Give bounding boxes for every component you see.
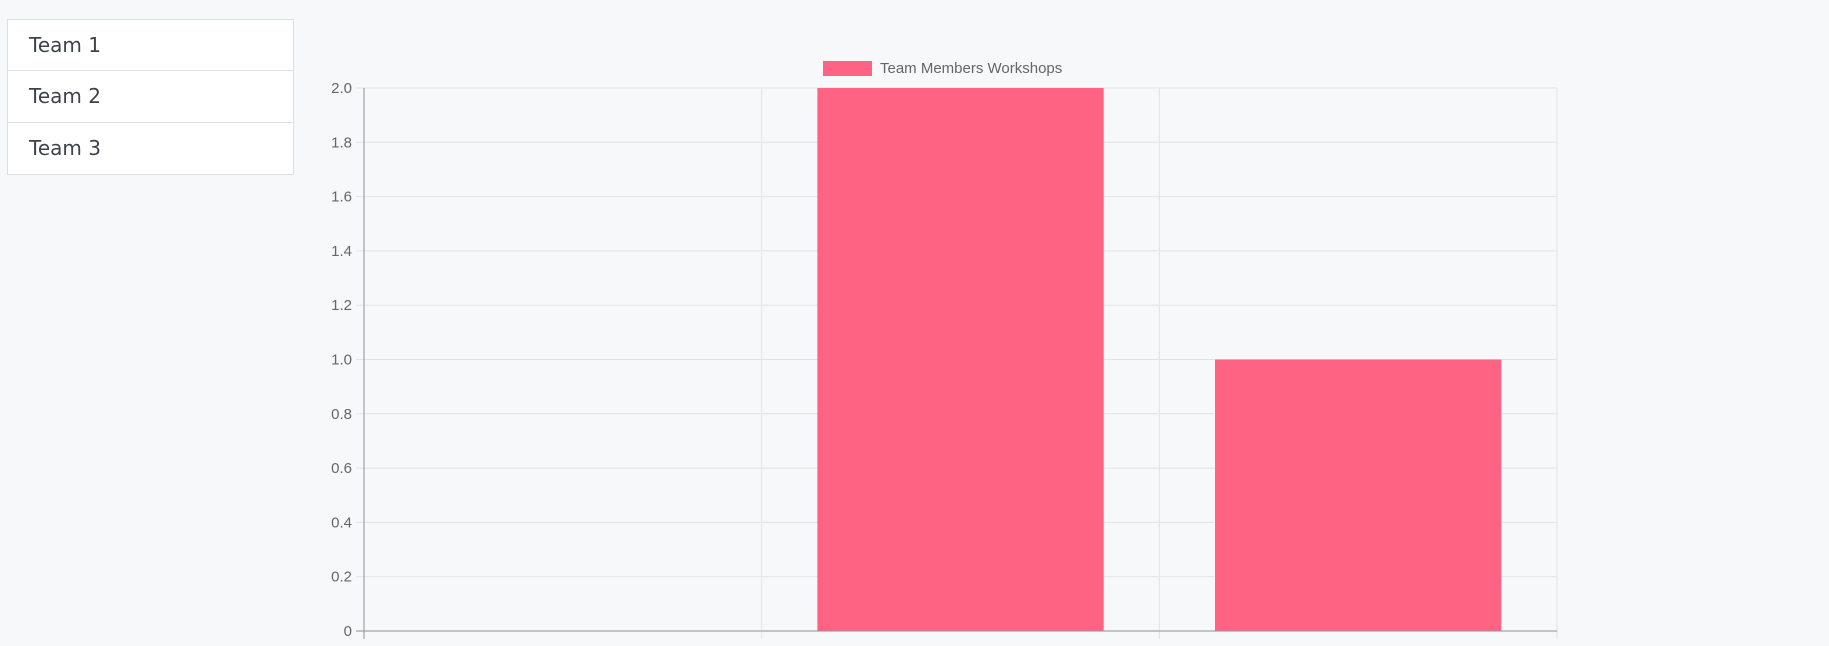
axis-layer <box>356 88 1557 639</box>
legend-label[interactable]: Team Members Workshops <box>880 60 1062 77</box>
y-tick-label: 1.4 <box>331 243 352 260</box>
bar[interactable] <box>1215 359 1502 632</box>
y-tick-label: 2.0 <box>331 80 352 97</box>
bar[interactable] <box>817 88 1104 631</box>
y-tick-label: 0.4 <box>331 514 352 531</box>
y-tick-label: 0 <box>344 623 352 640</box>
y-tick-label: 1.0 <box>331 352 352 369</box>
team-item-2[interactable]: Team 2 <box>7 71 294 123</box>
y-tick-label: 0.6 <box>331 460 352 477</box>
legend-swatch[interactable] <box>823 61 872 76</box>
y-tick-label: 1.8 <box>331 134 352 151</box>
tick-layer: 0 0.2 0.4 0.6 0.8 1.0 1.2 1.4 1.6 1.8 2.0 <box>331 80 352 640</box>
team-list: Team 1 Team 2 Team 3 <box>7 19 294 175</box>
y-tick-label: 1.6 <box>331 189 352 206</box>
legend: Team Members Workshops <box>823 60 1062 77</box>
bar-layer <box>817 88 1502 632</box>
team-item-1[interactable]: Team 1 <box>7 19 294 71</box>
y-tick-label: 1.2 <box>331 297 352 314</box>
y-tick-label: 0.8 <box>331 406 352 423</box>
team-item-3[interactable]: Team 3 <box>7 123 294 175</box>
y-tick-label: 0.2 <box>331 569 352 586</box>
